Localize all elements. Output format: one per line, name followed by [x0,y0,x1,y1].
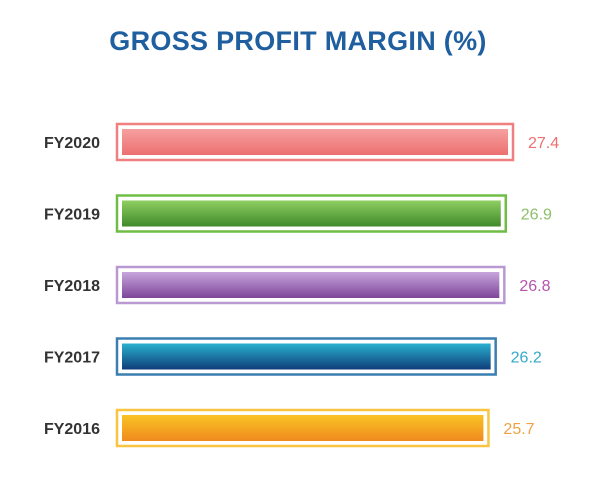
category-label: FY2016 [44,421,100,438]
bar [122,200,501,227]
data-label: 26.8 [519,278,550,295]
chart-title: GROSS PROFIT MARGIN (%) [109,26,487,56]
category-label: FY2017 [44,350,100,367]
data-label: 27.4 [528,135,559,152]
category-label: FY2020 [44,135,100,152]
bar [122,415,484,441]
category-label: FY2019 [44,207,100,224]
bar [122,343,491,370]
bar [122,129,508,155]
category-label: FY2018 [44,278,100,295]
data-label: 25.7 [503,421,534,438]
data-label: 26.9 [521,207,552,224]
bar [122,272,500,298]
data-label: 26.2 [511,350,542,367]
